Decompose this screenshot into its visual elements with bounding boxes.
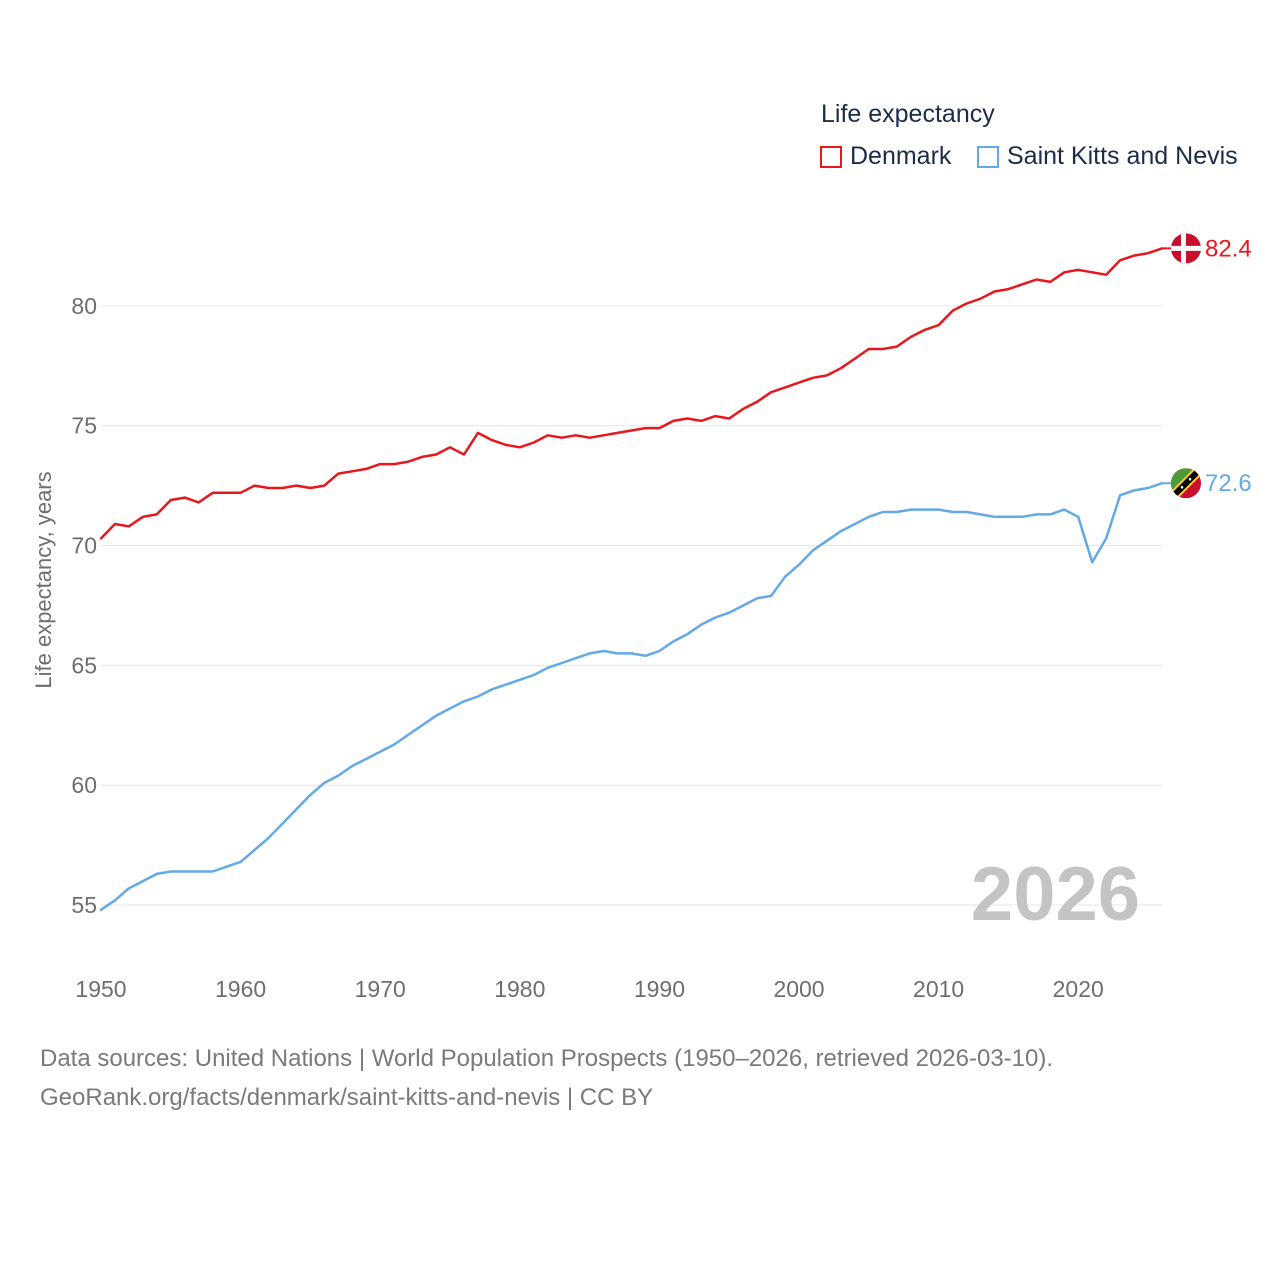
legend-item-saint-kitts-and-nevis[interactable]: Saint Kitts and Nevis xyxy=(977,142,1238,171)
y-tick-label: 75 xyxy=(71,413,97,439)
legend-label-denmark: Denmark xyxy=(850,142,952,170)
source-line-1: Data sources: United Nations | World Pop… xyxy=(40,1045,1054,1072)
y-tick-label: 65 xyxy=(71,652,97,678)
x-tick-label: 1950 xyxy=(75,976,126,1002)
y-tick-label: 80 xyxy=(71,293,97,319)
legend-title: Life expectancy xyxy=(821,100,995,128)
x-tick-label: 1960 xyxy=(215,976,266,1002)
gridlines xyxy=(101,305,1162,906)
x-tick-label: 1980 xyxy=(494,976,545,1002)
x-tick-label: 2010 xyxy=(913,976,964,1002)
y-axis-title: Life expectancy, years xyxy=(31,471,56,688)
y-tick-label: 70 xyxy=(71,533,97,559)
source-line-2[interactable]: GeoRank.org/facts/denmark/saint-kitts-an… xyxy=(40,1084,654,1111)
end-value-label: 72.6 xyxy=(1205,470,1252,497)
end-labels: 82.4 72.6 xyxy=(1162,233,1252,499)
series-line-saint-kitts-and-nevis[interactable] xyxy=(99,481,1164,912)
y-tick-label: 55 xyxy=(71,892,97,918)
legend-swatch-denmark xyxy=(820,145,842,168)
x-tick-label: 1970 xyxy=(355,976,406,1002)
series-lines xyxy=(99,247,1164,912)
x-tick-label: 2020 xyxy=(1053,976,1104,1002)
x-tick-label: 2000 xyxy=(773,976,824,1002)
y-axis-ticks: 55 60 65 70 75 80 xyxy=(71,293,97,918)
legend-label-saint-kitts-and-nevis: Saint Kitts and Nevis xyxy=(1007,142,1238,170)
x-axis-ticks: 1950 1960 1970 1980 1990 2000 2010 2020 xyxy=(75,976,1103,1002)
denmark-flag-icon xyxy=(1171,233,1201,264)
x-tick-label: 1990 xyxy=(634,976,685,1002)
legend-item-denmark[interactable]: Denmark xyxy=(820,142,951,171)
year-watermark: 2026 xyxy=(971,852,1140,937)
y-tick-label: 60 xyxy=(71,772,97,798)
saint-kitts-and-nevis-flag-icon xyxy=(1171,468,1201,499)
end-value-label: 82.4 xyxy=(1205,235,1252,262)
legend-swatch-saint-kitts-and-nevis xyxy=(977,145,999,168)
series-line-denmark[interactable] xyxy=(99,247,1164,540)
